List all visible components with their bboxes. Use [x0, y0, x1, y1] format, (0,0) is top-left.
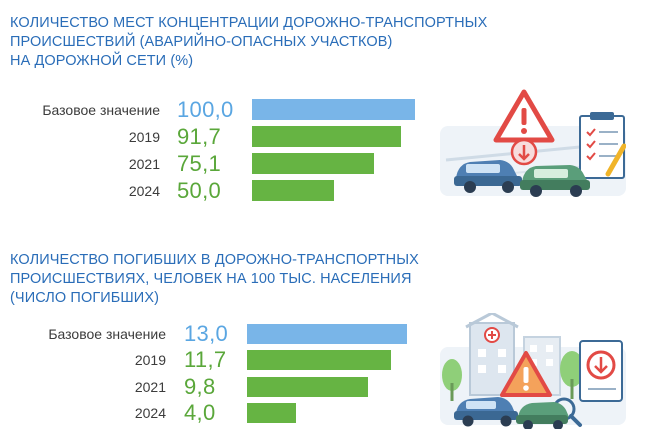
category-label: 2021	[134, 378, 166, 395]
bar-year	[247, 402, 297, 423]
value-label: 11,7	[184, 346, 227, 372]
category-label: 2024	[128, 182, 160, 199]
chart-road-deaths: КОЛИЧЕСТВО ПОГИБШИХ В ДОРОЖНО-ТРАНСПОРТН…	[0, 216, 667, 433]
value-label: 9,8	[184, 373, 216, 399]
bar-row: 2024 4,0	[0, 399, 667, 426]
bar-year	[247, 349, 391, 370]
value-label: 91,7	[177, 123, 222, 149]
bar-row: 2019 11,7	[0, 346, 667, 373]
bar-row: 2021 9,8	[0, 373, 667, 400]
chart-title-line: НА ДОРОЖНОЙ СЕТИ (%)	[10, 53, 194, 69]
value-label: 100,0	[177, 96, 234, 122]
chart-title: КОЛИЧЕСТВО ПОГИБШИХ В ДОРОЖНО-ТРАНСПОРТН…	[10, 251, 419, 308]
bar-baseline	[252, 99, 415, 120]
bar-row: Базовое значение 13,0	[0, 320, 667, 347]
bar-year	[252, 153, 375, 174]
chart-title-line: КОЛИЧЕСТВО ПОГИБШИХ В ДОРОЖНО-ТРАНСПОРТН…	[10, 252, 419, 268]
category-label-holder: 2024	[0, 399, 166, 426]
category-label-holder: Базовое значение	[0, 320, 166, 347]
category-label: Базовое значение	[48, 325, 166, 342]
value-label: 50,0	[177, 177, 222, 203]
value-label: 4,0	[184, 399, 216, 425]
chart-title-line: (ЧИСЛО ПОГИБШИХ)	[10, 290, 160, 306]
bar-row: 2019 91,7	[0, 123, 667, 150]
category-label: 2024	[134, 404, 166, 421]
bar-row: 2021 75,1	[0, 150, 667, 177]
category-label-holder: 2019	[0, 123, 160, 150]
bar-row: Базовое значение 100,0	[0, 96, 667, 123]
bar-year	[252, 126, 402, 147]
road-accident-warning-checklist-icon	[440, 89, 626, 197]
category-label-holder: 2021	[0, 373, 166, 400]
category-label-holder: 2024	[0, 177, 160, 204]
category-label: 2019	[134, 351, 166, 368]
category-label-holder: Базовое значение	[0, 96, 160, 123]
category-label: Базовое значение	[42, 101, 160, 118]
category-label-holder: 2021	[0, 150, 160, 177]
bar-baseline	[247, 323, 407, 344]
bar-row: 2024 50,0	[0, 177, 667, 204]
bar-year	[252, 180, 334, 201]
bar-year	[247, 376, 368, 397]
category-label-holder: 2019	[0, 346, 166, 373]
value-label: 75,1	[177, 150, 222, 176]
chart-title: КОЛИЧЕСТВО МЕСТ КОНЦЕНТРАЦИИ ДОРОЖНО-ТРА…	[10, 14, 487, 71]
value-label: 13,0	[184, 320, 229, 346]
chart-title-line: КОЛИЧЕСТВО МЕСТ КОНЦЕНТРАЦИИ ДОРОЖНО-ТРА…	[10, 15, 488, 31]
city-accident-warning-magnifier-icon	[440, 313, 626, 429]
chart-title-line: ПРОИСШЕСТВИЯХ, ЧЕЛОВЕК НА 100 ТЫС. НАСЕЛ…	[10, 271, 412, 287]
chart-title-line: ПРОИСШЕСТВИЙ (АВАРИЙНО-ОПАСНЫХ УЧАСТКОВ)	[10, 34, 393, 50]
category-label: 2019	[128, 128, 160, 145]
category-label: 2021	[128, 155, 160, 172]
chart-accident-sites: КОЛИЧЕСТВО МЕСТ КОНЦЕНТРАЦИИ ДОРОЖНО-ТРА…	[0, 0, 667, 216]
